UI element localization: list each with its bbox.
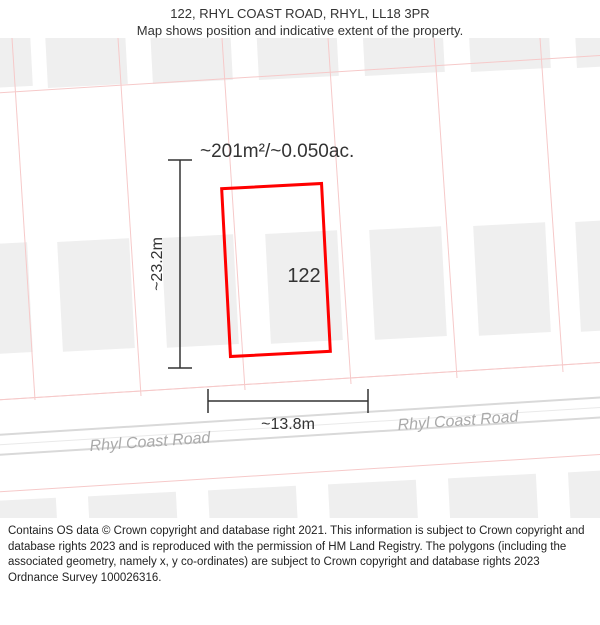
building [369,226,447,340]
building [88,492,180,518]
building [253,38,339,80]
building [147,38,233,84]
building [328,480,420,518]
page-title: 122, RHYL COAST ROAD, RHYL, LL18 3PR [0,6,600,21]
building [465,38,551,72]
height-label: ~23.2m [149,237,166,291]
building [0,242,33,356]
building [208,486,300,518]
house-number: 122 [287,265,320,287]
building [265,230,343,344]
building [42,38,128,88]
page-subtitle: Map shows position and indicative extent… [0,23,600,38]
building [57,238,135,352]
area-label: ~201m²/~0.050ac. [200,141,354,162]
building [448,474,540,518]
building [359,38,445,76]
footer-copyright: Contains OS data © Crown copyright and d… [0,518,600,586]
map-canvas: Rhyl Coast RoadRhyl Coast Road122~201m²/… [0,38,600,518]
building [0,38,33,90]
width-label: ~13.8m [261,416,315,433]
page: 122, RHYL COAST ROAD, RHYL, LL18 3PR Map… [0,0,600,625]
building [568,468,600,518]
header: 122, RHYL COAST ROAD, RHYL, LL18 3PR Map… [0,0,600,38]
map-svg: Rhyl Coast RoadRhyl Coast Road122~201m²/… [0,38,600,518]
building [0,498,60,518]
building [473,222,551,336]
